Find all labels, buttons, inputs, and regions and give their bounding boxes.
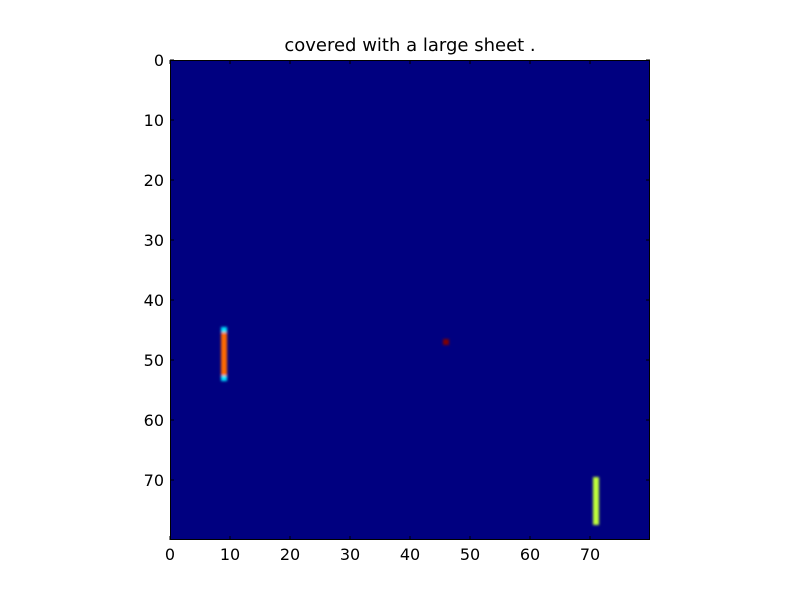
left-vertical-paddle-top-cap — [221, 327, 227, 333]
y-tick-label: 70 — [144, 471, 164, 490]
y-tick-label: 30 — [144, 231, 164, 250]
image-background — [170, 60, 650, 540]
right-vertical-paddle-body — [593, 477, 599, 525]
x-tick-label: 20 — [280, 545, 300, 564]
left-vertical-paddle-bottom-cap — [221, 375, 227, 381]
y-tick-label: 20 — [144, 171, 164, 190]
x-tick-label: 30 — [340, 545, 360, 564]
x-tick-label: 10 — [220, 545, 240, 564]
x-tick-label: 0 — [165, 545, 175, 564]
plot-title: covered with a large sheet . — [284, 35, 536, 56]
y-tick-label: 0 — [154, 51, 164, 70]
ticks-layer: 0 10 20 30 40 50 60 70 0 10 20 30 40 50 60 70 — [144, 51, 650, 564]
left-vertical-paddle-body — [221, 327, 227, 381]
x-tick-label: 40 — [400, 545, 420, 564]
center-ball-body — [443, 339, 449, 345]
right-vertical-paddle — [593, 477, 599, 525]
y-tick-label: 60 — [144, 411, 164, 430]
y-tick-label: 50 — [144, 351, 164, 370]
y-tick-label: 10 — [144, 111, 164, 130]
x-tick-label: 60 — [520, 545, 540, 564]
center-ball — [443, 339, 449, 345]
x-tick-label: 50 — [460, 545, 480, 564]
game-objects-layer — [221, 327, 599, 525]
left-vertical-paddle — [221, 327, 227, 381]
x-tick-label: 70 — [580, 545, 600, 564]
y-tick-label: 40 — [144, 291, 164, 310]
